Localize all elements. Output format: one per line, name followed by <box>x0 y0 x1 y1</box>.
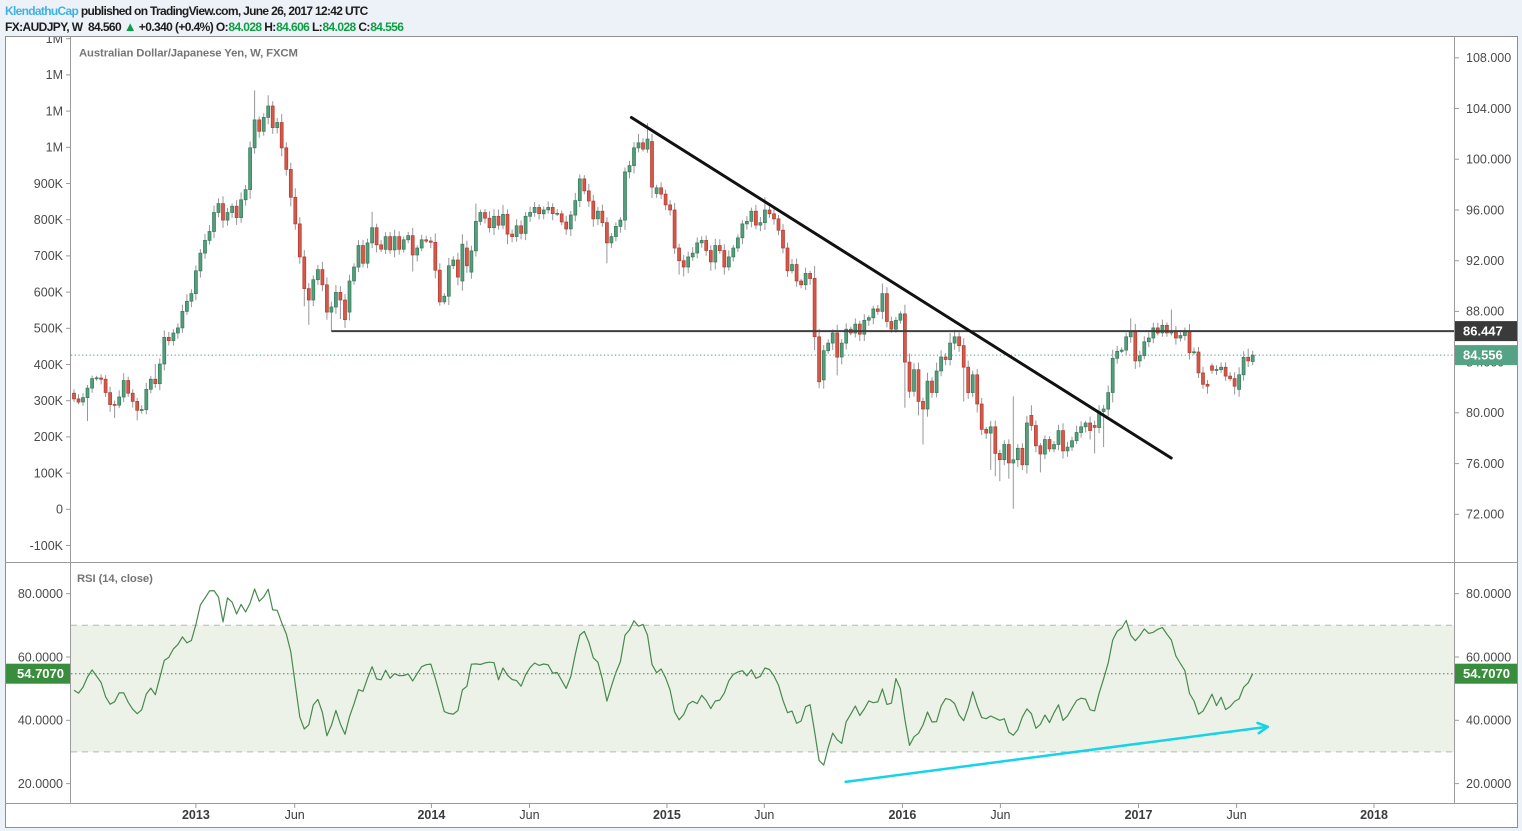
svg-text:88.000: 88.000 <box>1466 305 1504 319</box>
svg-text:400K: 400K <box>34 358 64 372</box>
svg-text:1M: 1M <box>46 68 63 82</box>
svg-text:54.7070: 54.7070 <box>17 666 64 681</box>
svg-text:2016: 2016 <box>888 808 916 822</box>
svg-text:700K: 700K <box>34 249 64 263</box>
svg-text:80.0000: 80.0000 <box>1466 587 1511 601</box>
svg-text:1M: 1M <box>46 104 63 118</box>
svg-text:80.000: 80.000 <box>1466 406 1504 420</box>
svg-text:200K: 200K <box>34 430 64 444</box>
svg-text:2014: 2014 <box>417 808 445 822</box>
svg-text:Jun: Jun <box>754 808 774 822</box>
svg-text:500K: 500K <box>34 322 64 336</box>
svg-text:108.000: 108.000 <box>1466 51 1511 65</box>
svg-text:900K: 900K <box>34 177 64 191</box>
svg-text:86.447: 86.447 <box>1463 324 1503 339</box>
svg-text:-100K: -100K <box>30 539 64 553</box>
svg-text:2018: 2018 <box>1360 808 1388 822</box>
svg-text:Jun: Jun <box>990 808 1010 822</box>
svg-text:100.000: 100.000 <box>1466 153 1511 167</box>
svg-text:1M: 1M <box>46 36 63 46</box>
svg-text:0: 0 <box>56 503 63 517</box>
svg-text:40.0000: 40.0000 <box>18 714 63 728</box>
svg-text:20.0000: 20.0000 <box>1466 777 1511 791</box>
svg-text:Australian Dollar/Japanese Yen: Australian Dollar/Japanese Yen, W, FXCM <box>79 48 298 60</box>
svg-text:100K: 100K <box>34 466 64 480</box>
svg-text:RSI (14, close): RSI (14, close) <box>77 573 153 585</box>
svg-text:92.000: 92.000 <box>1466 254 1504 268</box>
svg-text:60.0000: 60.0000 <box>1466 650 1511 664</box>
svg-text:60.0000: 60.0000 <box>18 650 63 664</box>
svg-text:2013: 2013 <box>182 808 210 822</box>
svg-text:80.0000: 80.0000 <box>18 587 63 601</box>
svg-text:84.556: 84.556 <box>1463 348 1503 363</box>
svg-text:20.0000: 20.0000 <box>18 777 63 791</box>
svg-text:600K: 600K <box>34 285 64 299</box>
svg-text:40.0000: 40.0000 <box>1466 714 1511 728</box>
svg-text:800K: 800K <box>34 213 64 227</box>
svg-text:Jun: Jun <box>1227 808 1247 822</box>
svg-text:76.000: 76.000 <box>1466 457 1504 471</box>
svg-text:104.000: 104.000 <box>1466 102 1511 116</box>
svg-text:Jun: Jun <box>285 808 305 822</box>
svg-text:2017: 2017 <box>1125 808 1153 822</box>
svg-text:54.7070: 54.7070 <box>1463 666 1510 681</box>
svg-text:Jun: Jun <box>519 808 539 822</box>
svg-text:300K: 300K <box>34 394 64 408</box>
svg-text:2015: 2015 <box>653 808 681 822</box>
svg-text:72.000: 72.000 <box>1466 508 1504 522</box>
svg-text:96.000: 96.000 <box>1466 203 1504 217</box>
svg-text:1M: 1M <box>46 141 63 155</box>
